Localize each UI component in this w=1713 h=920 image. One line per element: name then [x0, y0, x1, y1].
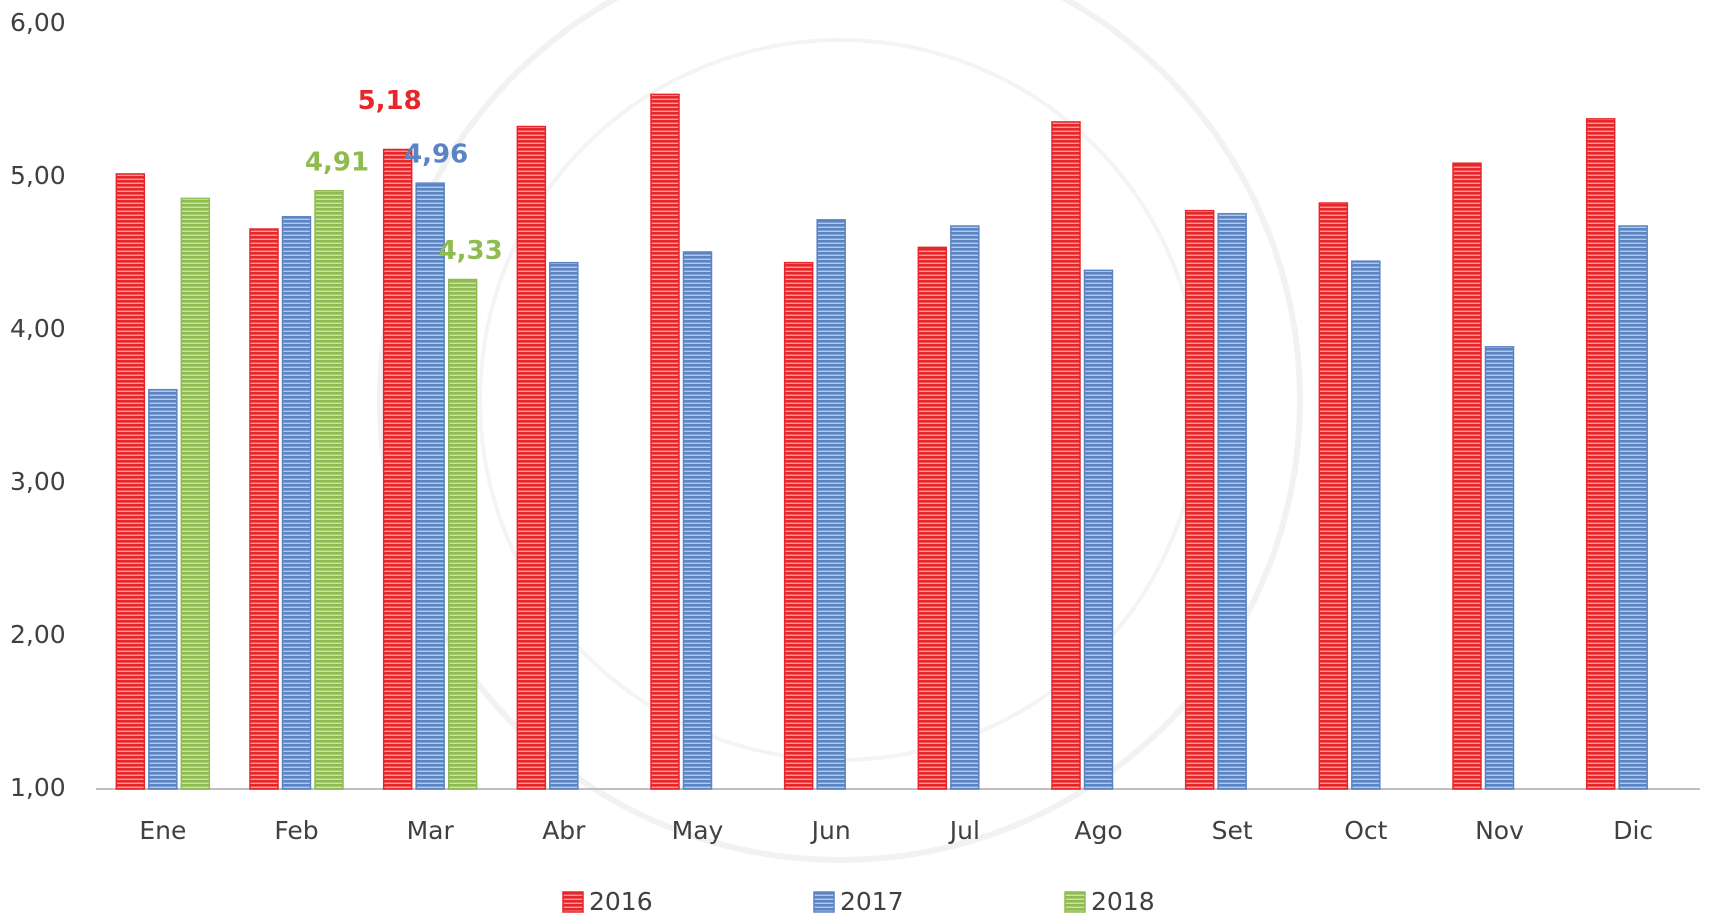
legend-swatch — [1064, 891, 1086, 913]
x-tick-label: Oct — [1344, 816, 1387, 845]
x-tick-label: Mar — [407, 816, 455, 845]
x-tick-label: Feb — [274, 816, 318, 845]
bar — [382, 148, 413, 790]
y-tick-label: 3,00 — [10, 467, 66, 496]
bar — [1217, 212, 1247, 790]
bar — [516, 125, 547, 790]
bar — [1618, 225, 1648, 790]
bar — [148, 388, 178, 790]
x-tick-label: Set — [1212, 816, 1253, 845]
bar — [249, 228, 279, 790]
bar — [281, 216, 312, 790]
x-tick-label: Jul — [948, 816, 980, 845]
y-tick-label: 5,00 — [10, 161, 66, 190]
bar — [783, 261, 814, 790]
bar — [650, 93, 680, 790]
bar — [950, 225, 980, 790]
value-label: 4,33 — [439, 236, 503, 266]
x-tick-label: Dic — [1613, 816, 1653, 845]
bar — [1083, 269, 1114, 790]
x-tick-label: Ago — [1074, 816, 1122, 845]
bar — [682, 251, 713, 790]
y-tick-label: 2,00 — [10, 620, 66, 649]
value-label: 4,96 — [404, 140, 468, 170]
watermark — [377, 0, 1303, 863]
value-label: 4,91 — [305, 147, 369, 177]
y-tick-label: 4,00 — [10, 314, 66, 343]
legend-swatch — [813, 891, 835, 913]
y-tick-label: 1,00 — [10, 773, 66, 802]
bar — [1318, 202, 1349, 790]
bar — [1484, 346, 1515, 790]
bar — [1184, 209, 1215, 790]
legend-label: 2016 — [589, 887, 653, 915]
bar — [1452, 162, 1482, 790]
bar — [816, 219, 846, 790]
x-tick-label: Ene — [139, 816, 186, 845]
bar — [314, 190, 344, 790]
bar — [415, 182, 445, 790]
bar — [1585, 118, 1616, 790]
bar — [1351, 260, 1381, 790]
y-tick-label: 6,00 — [10, 8, 66, 37]
value-label: 5,18 — [358, 86, 422, 116]
x-tick-label: Abr — [542, 816, 586, 845]
bar — [447, 278, 478, 790]
legend-swatch — [562, 891, 584, 913]
legend-label: 2017 — [840, 887, 904, 915]
x-tick-label: Jun — [810, 816, 851, 845]
bar — [1051, 121, 1081, 790]
x-tick-label: Nov — [1475, 816, 1524, 845]
x-tick-label: May — [672, 816, 724, 845]
bar — [549, 261, 579, 790]
bar — [180, 197, 211, 790]
bar — [917, 246, 948, 790]
bar — [115, 173, 146, 790]
legend-label: 2018 — [1091, 887, 1155, 915]
